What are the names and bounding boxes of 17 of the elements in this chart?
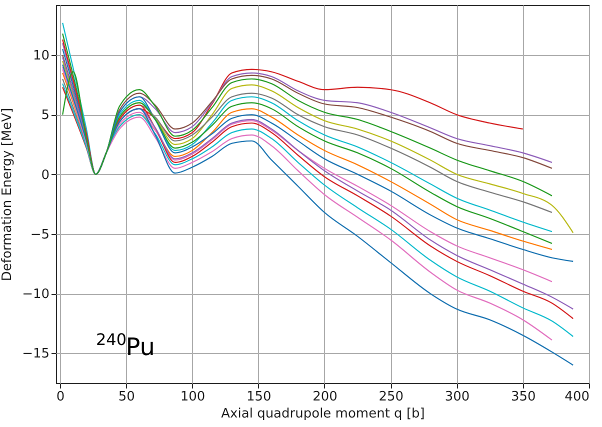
x-axis-title: Axial quadrupole moment q [b] — [221, 406, 425, 422]
y-tick-label: 5 — [41, 108, 50, 124]
x-tick-label: 50 — [118, 390, 135, 404]
x-tick-label: 0 — [56, 390, 65, 404]
x-tick-label: 200 — [312, 390, 338, 404]
y-tick-label: −5 — [30, 227, 50, 242]
x-tick-label: 400 — [564, 390, 590, 404]
x-tick-label: 300 — [444, 390, 470, 404]
x-tick-label: 350 — [510, 390, 536, 404]
y-axis-title: Deformation Energy [MeV] — [0, 108, 16, 282]
x-tick-label: 150 — [246, 390, 272, 404]
x-tick-label: 100 — [180, 390, 206, 404]
y-tick-label: 10 — [32, 48, 50, 64]
y-tick-label: −15 — [22, 346, 50, 362]
y-tick-label: 0 — [41, 168, 50, 183]
x-tick-label: 250 — [378, 390, 404, 404]
y-tick-label: −10 — [22, 287, 50, 302]
